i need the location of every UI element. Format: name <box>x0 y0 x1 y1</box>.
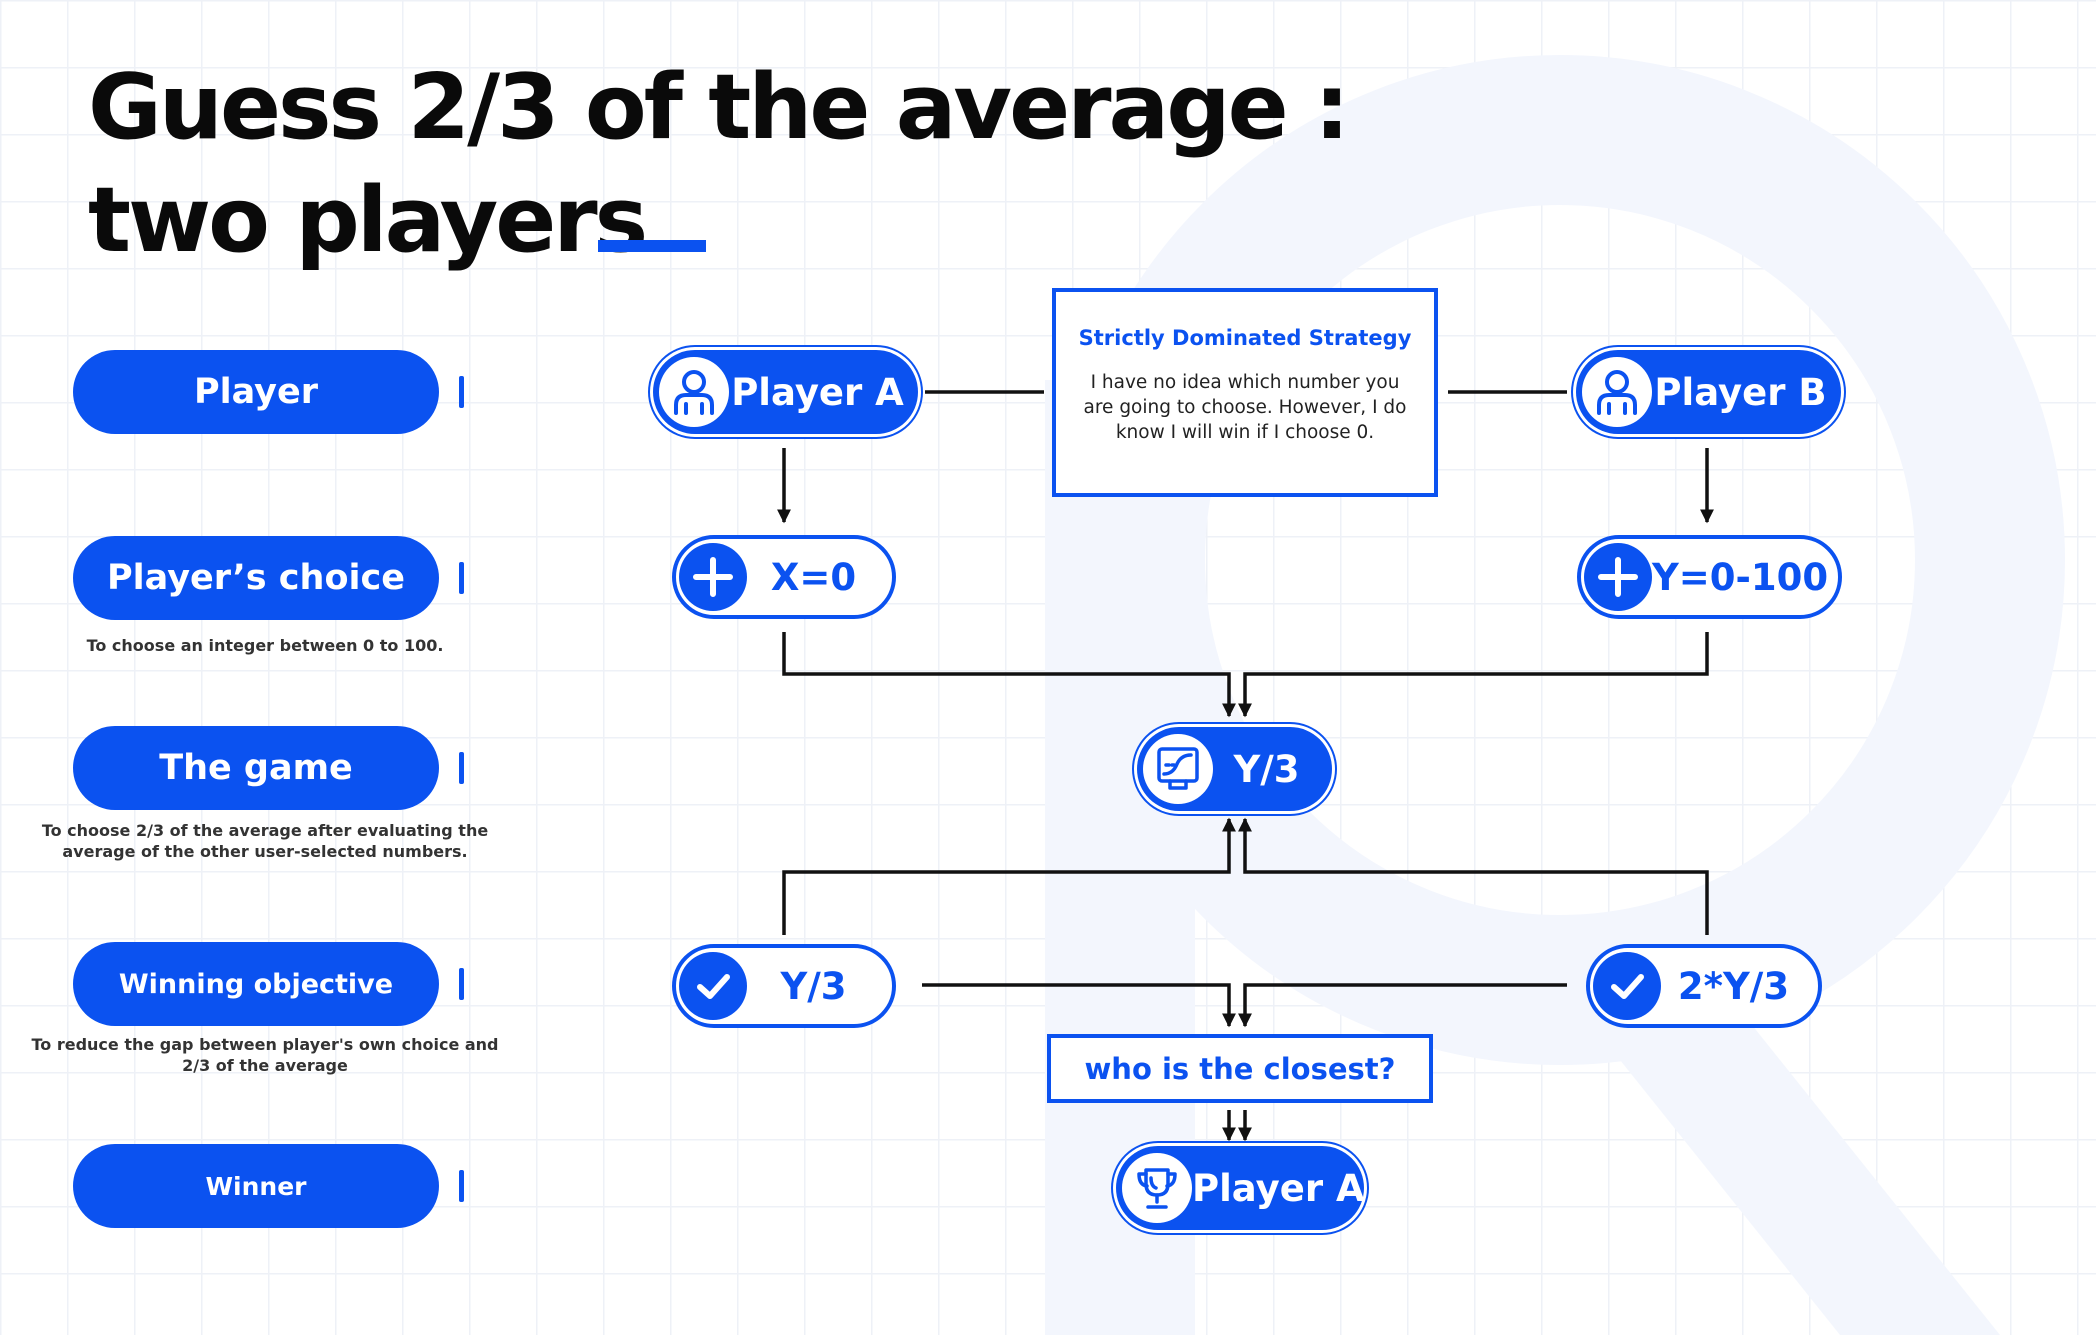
node-result-b-label: 2*Y/3 <box>1677 964 1790 1008</box>
strategy-box: Strictly Dominated Strategy I have no id… <box>1052 288 1438 497</box>
plus-icon <box>1584 543 1652 611</box>
node-winner: Player A <box>1116 1146 1365 1230</box>
category-the-game-tick <box>459 752 464 784</box>
node-player-a-label: Player A <box>731 370 904 414</box>
connector-resultb-to-closest <box>1238 983 1567 1028</box>
category-the-game-description: To choose 2/3 of the average after evalu… <box>41 821 489 861</box>
node-choice-a: X=0 <box>672 535 896 619</box>
title-accent-bar <box>598 240 706 252</box>
check-icon <box>679 952 747 1020</box>
category-winner: Winner <box>73 1144 439 1228</box>
category-player: Player <box>73 350 439 434</box>
connector-resultb-to-game <box>1238 817 1709 935</box>
category-winning-objective-description: To reduce the gap between player's own c… <box>31 1035 499 1075</box>
plus-icon <box>679 543 747 611</box>
node-winner-label: Player A <box>1192 1166 1365 1210</box>
node-game-label: Y/3 <box>1233 747 1300 791</box>
node-choice-b: Y=0-100 <box>1577 535 1842 619</box>
category-players-choice-description: To choose an integer between 0 to 100. <box>86 636 444 655</box>
category-players-choice: Player’s choice <box>73 536 439 620</box>
strategy-title: Strictly Dominated Strategy <box>1078 326 1412 350</box>
connector-choicea-to-game <box>782 632 1236 718</box>
chart-monitor-icon <box>1143 734 1213 804</box>
strategy-text: I have no idea which number you are goin… <box>1083 372 1407 443</box>
node-result-b: 2*Y/3 <box>1586 944 1822 1028</box>
node-player-b: Player B <box>1576 350 1841 434</box>
connector-resulta-to-closest <box>922 983 1236 1028</box>
connector-resulta-to-game <box>782 817 1236 935</box>
person-icon <box>1582 357 1652 427</box>
node-game: Y/3 <box>1137 727 1332 811</box>
person-icon <box>659 357 729 427</box>
node-player-a: Player A <box>653 350 918 434</box>
category-winning-objective: Winning objective <box>73 942 439 1026</box>
node-choice-a-label: X=0 <box>770 555 857 599</box>
node-result-a: Y/3 <box>672 944 896 1028</box>
closest-question-box: who is the closest? <box>1047 1034 1433 1103</box>
page-title-line-2: two players <box>88 168 648 273</box>
check-icon <box>1593 952 1661 1020</box>
category-players-choice-tick <box>459 562 464 594</box>
page-title-line-1: Guess 2/3 of the average : <box>88 55 1350 160</box>
category-the-game: The game <box>73 726 439 810</box>
category-winning-objective-tick <box>459 968 464 1000</box>
category-player-tick <box>459 376 464 408</box>
trophy-icon <box>1122 1153 1192 1223</box>
node-choice-b-label: Y=0-100 <box>1652 555 1829 599</box>
node-result-a-label: Y/3 <box>780 964 847 1008</box>
category-winner-tick <box>459 1170 464 1202</box>
connector-choiceb-to-game <box>1238 632 1709 718</box>
node-player-b-label: Player B <box>1654 370 1827 414</box>
